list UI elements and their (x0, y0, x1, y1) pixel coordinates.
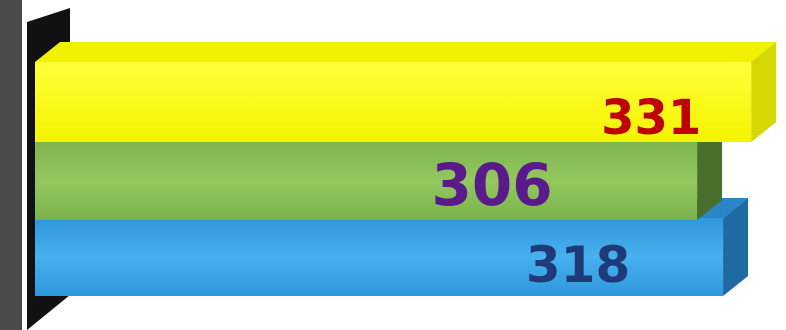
data-label-2: 306 (432, 151, 553, 219)
data-label-1: 331 (601, 90, 701, 146)
left-frame-strip (0, 0, 22, 330)
labels-layer: 318 306 331 (432, 90, 702, 294)
bar-1 (35, 42, 777, 142)
bar-front-face (35, 62, 752, 142)
bar-front-face (35, 142, 698, 220)
bar-side-face (723, 198, 749, 296)
bar-side-face (697, 122, 723, 220)
bar-front-face (35, 218, 724, 296)
bar-side-face (751, 42, 777, 142)
bars-layer (35, 42, 777, 296)
bar-top-face (35, 42, 777, 62)
data-label-3: 318 (526, 236, 630, 294)
